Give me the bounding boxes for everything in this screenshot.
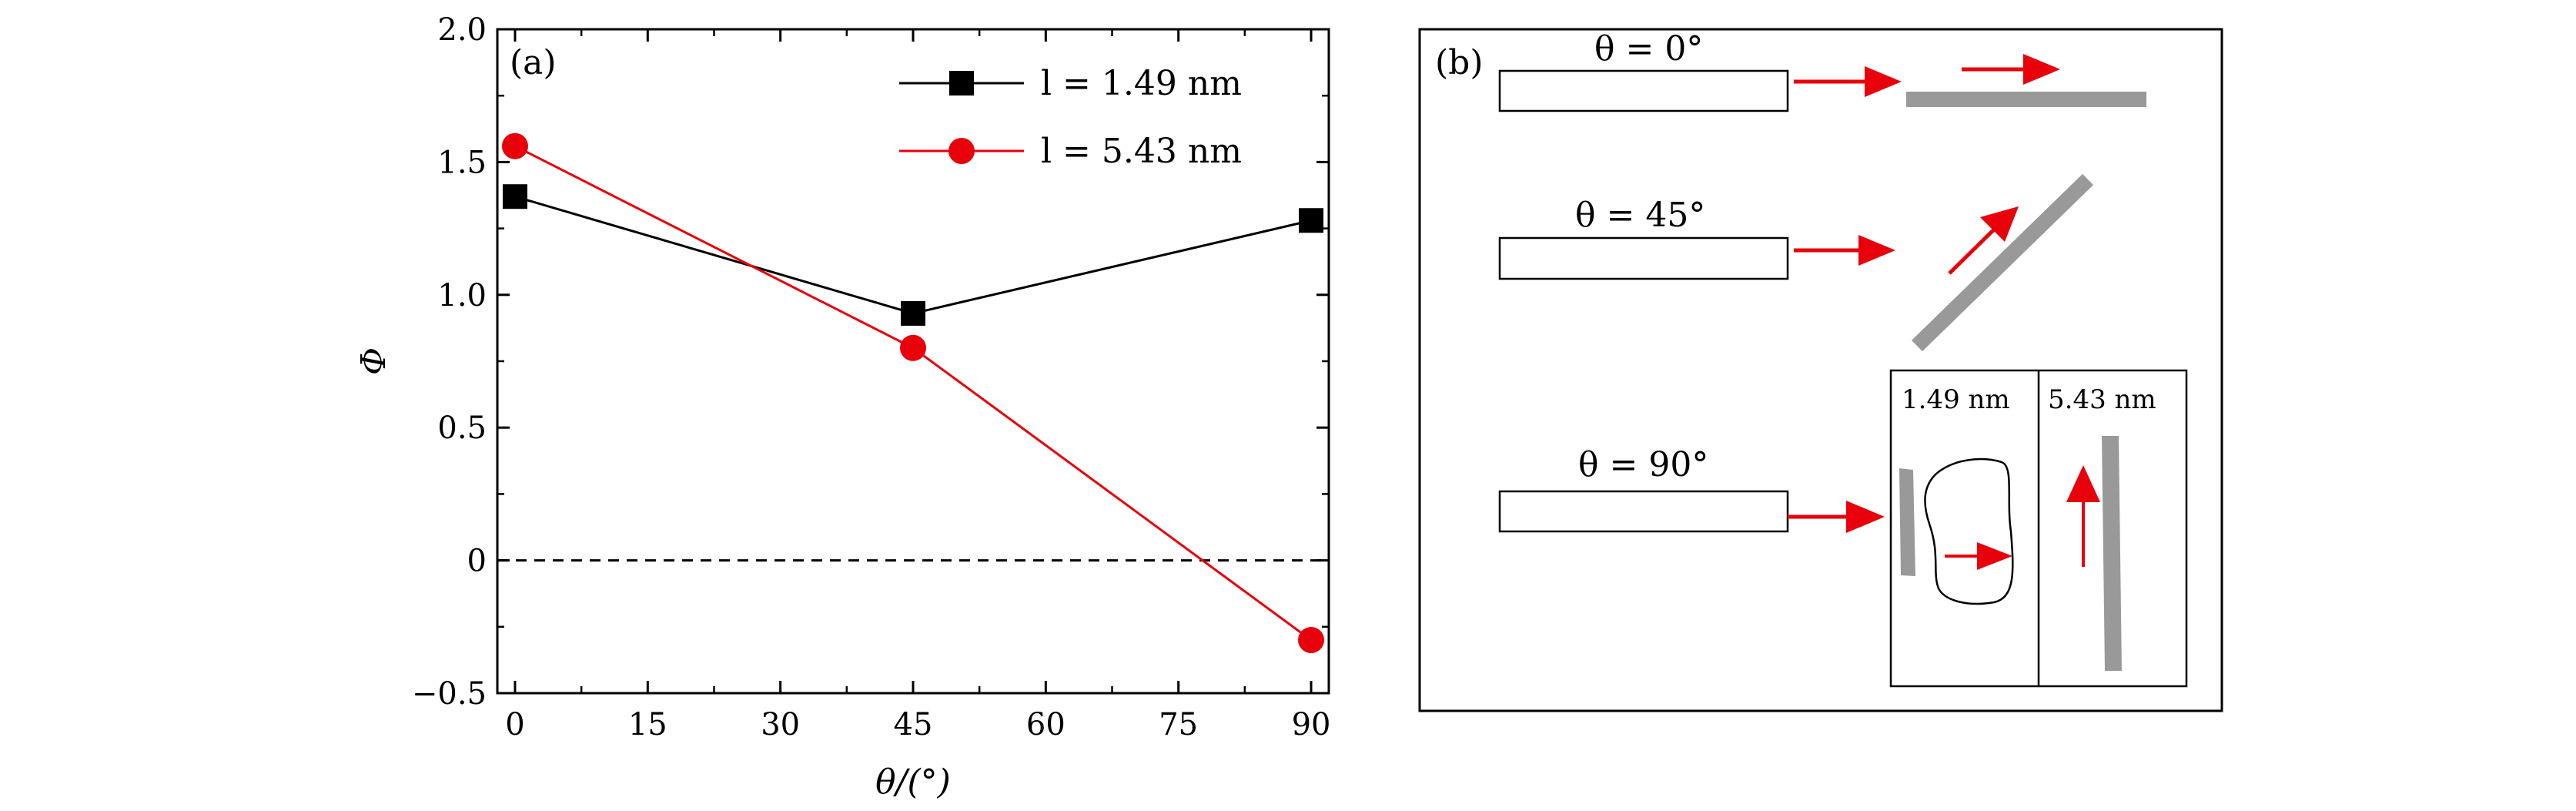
rod-90-small — [1899, 468, 1915, 576]
x-tick-label: 90 — [1292, 707, 1331, 742]
plot-frame — [496, 28, 1330, 695]
y-tick-label: 2.0 — [437, 12, 487, 48]
series-line-2 — [514, 145, 1312, 642]
y-tick-label: 1.5 — [437, 145, 487, 180]
x-tick-label: 15 — [628, 707, 667, 742]
arrow-shaft-rod-45 — [1948, 228, 1996, 275]
panel-a-label: (a) — [510, 43, 557, 82]
y-tick-label: 0 — [467, 544, 487, 579]
y-axis-label: Φ — [354, 347, 393, 375]
rod-90-long — [2102, 436, 2122, 671]
data-point-circle — [900, 334, 926, 361]
data-point-square — [502, 184, 527, 209]
series-layer — [501, 132, 1325, 654]
rod-0 — [1906, 92, 2146, 107]
inset-label-left: 1.49 nm — [1902, 384, 2010, 415]
rod-45 — [1912, 173, 2093, 352]
y-tick-label: −0.5 — [412, 676, 487, 712]
molecule-box-45 — [1498, 236, 1789, 280]
x-tick-label: 75 — [1159, 707, 1198, 742]
theta-45-label: θ = 45° — [1575, 196, 1705, 235]
inset-label-right: 5.43 nm — [2048, 384, 2156, 415]
data-point-square — [1299, 208, 1324, 233]
x-axis-label: θ/(°) — [875, 762, 951, 802]
y-axis: −0.5 0 0.5 1.0 1.5 2.0 — [412, 12, 1329, 712]
y-tick-label: 0.5 — [437, 411, 487, 446]
molecule-box-0 — [1498, 69, 1789, 112]
panel-b-label: (b) — [1435, 43, 1484, 82]
x-tick-label: 30 — [761, 707, 800, 742]
x-tick-label: 0 — [505, 707, 524, 742]
data-point-circle — [501, 132, 528, 159]
series-line-1 — [514, 195, 1312, 315]
arrow-head-icon — [1865, 66, 1902, 97]
x-tick-label: 60 — [1026, 707, 1066, 742]
legend-label-1: l = 1.49 nm — [1041, 64, 1242, 103]
theta-0-label: θ = 0° — [1594, 29, 1703, 69]
theta-90-label: θ = 90° — [1578, 445, 1708, 484]
arrow-head-icon — [1980, 206, 2019, 242]
data-point-circle — [1298, 627, 1325, 654]
panel-b-frame — [1418, 28, 2223, 712]
arrow-head-icon — [1846, 501, 1885, 533]
legend-label-2: l = 5.43 nm — [1041, 132, 1242, 171]
y-tick-label: 1.0 — [437, 278, 487, 313]
legend-marker-circle — [948, 138, 975, 164]
cavity-outline — [1924, 457, 2014, 605]
legend: l = 1.49 nm l = 5.43 nm — [899, 64, 1242, 171]
legend-marker-square — [949, 71, 974, 96]
arrow-head-icon — [1858, 235, 1895, 266]
x-axis: 0 15 30 45 60 75 90 — [505, 29, 1330, 742]
data-point-square — [901, 300, 925, 326]
x-tick-label: 45 — [894, 707, 933, 742]
panel-b-schematic: (b) θ = 0° θ = 45° θ = 90° 1.49 nm 5.43 … — [1418, 28, 2223, 712]
arrow-head-icon — [1977, 542, 2012, 570]
panel-a-chart: 0 15 30 45 60 75 90 −0.5 0 0.5 1.0 1.5 2.0 (a) l = … — [354, 12, 1330, 802]
arrow-head-icon — [2023, 54, 2060, 85]
molecule-box-90 — [1498, 490, 1789, 533]
arrow-head-icon — [2066, 465, 2100, 502]
